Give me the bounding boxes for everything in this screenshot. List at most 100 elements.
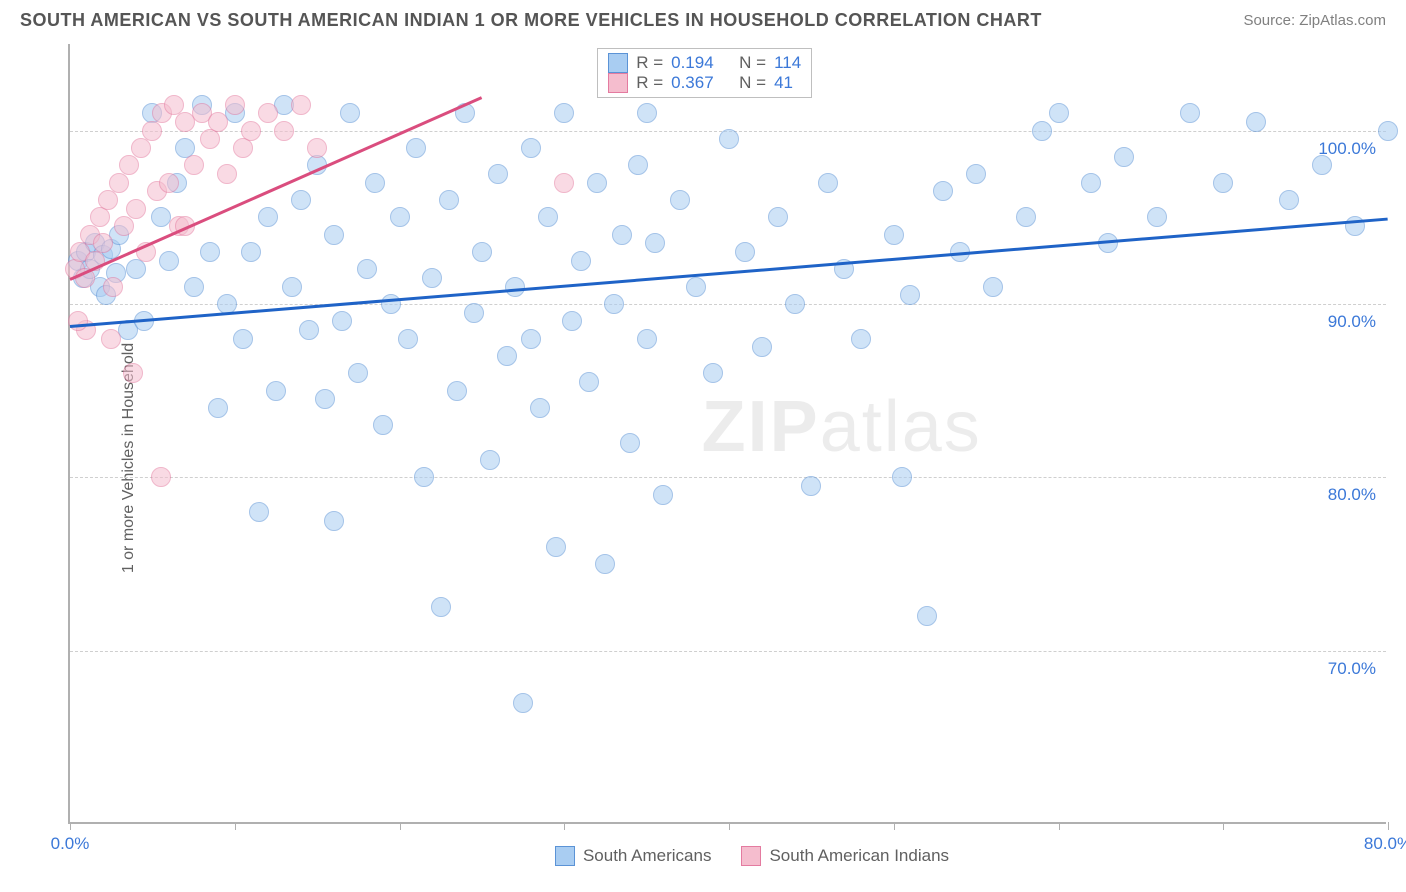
data-point (530, 398, 550, 418)
data-point (217, 164, 237, 184)
data-point (123, 363, 143, 383)
data-point (282, 277, 302, 297)
r-value: 0.367 (671, 73, 714, 93)
data-point (801, 476, 821, 496)
data-point (785, 294, 805, 314)
data-point (233, 329, 253, 349)
data-point (274, 121, 294, 141)
data-point (103, 277, 123, 297)
data-point (357, 259, 377, 279)
legend-swatch (608, 53, 628, 73)
data-point (258, 207, 278, 227)
data-point (637, 103, 657, 123)
data-point (332, 311, 352, 331)
data-point (653, 485, 673, 505)
data-point (184, 277, 204, 297)
x-tick-label: 0.0% (51, 834, 90, 854)
data-point (900, 285, 920, 305)
data-point (1016, 207, 1036, 227)
data-point (390, 207, 410, 227)
r-value: 0.194 (671, 53, 714, 73)
data-point (142, 121, 162, 141)
data-point (422, 268, 442, 288)
data-point (818, 173, 838, 193)
y-tick-label: 80.0% (1328, 485, 1376, 505)
data-point (93, 233, 113, 253)
data-point (1378, 121, 1398, 141)
gridline (70, 477, 1386, 478)
data-point (90, 207, 110, 227)
data-point (324, 511, 344, 531)
data-point (241, 121, 261, 141)
x-tick (564, 822, 565, 830)
data-point (686, 277, 706, 297)
x-tick (70, 822, 71, 830)
data-point (241, 242, 261, 262)
data-point (184, 155, 204, 175)
data-point (983, 277, 1003, 297)
data-point (579, 372, 599, 392)
chart-container: 1 or more Vehicles in Household ZIPatlas… (20, 44, 1386, 872)
x-tick (1223, 822, 1224, 830)
data-point (348, 363, 368, 383)
data-point (398, 329, 418, 349)
legend-label: South American Indians (769, 846, 949, 866)
data-point (562, 311, 582, 331)
data-point (571, 251, 591, 271)
series-legend: South Americans South American Indians (118, 846, 1386, 866)
data-point (1032, 121, 1052, 141)
data-point (381, 294, 401, 314)
chart-title: SOUTH AMERICAN VS SOUTH AMERICAN INDIAN … (20, 10, 1042, 31)
data-point (200, 129, 220, 149)
correlation-legend: R =0.194 N = 114R =0.367 N = 41 (597, 48, 812, 98)
data-point (505, 277, 525, 297)
data-point (151, 207, 171, 227)
data-point (752, 337, 772, 357)
data-point (98, 190, 118, 210)
x-tick (729, 822, 730, 830)
data-point (480, 450, 500, 470)
data-point (299, 320, 319, 340)
data-point (208, 398, 228, 418)
data-point (612, 225, 632, 245)
trend-line (70, 217, 1388, 327)
data-point (373, 415, 393, 435)
data-point (258, 103, 278, 123)
data-point (414, 467, 434, 487)
data-point (645, 233, 665, 253)
data-point (735, 242, 755, 262)
data-point (1147, 207, 1167, 227)
data-point (488, 164, 508, 184)
data-point (1312, 155, 1332, 175)
n-value: 114 (774, 53, 801, 73)
data-point (719, 129, 739, 149)
legend-swatch (555, 846, 575, 866)
data-point (114, 216, 134, 236)
data-point (159, 173, 179, 193)
data-point (628, 155, 648, 175)
data-point (1081, 173, 1101, 193)
data-point (966, 164, 986, 184)
y-tick-label: 90.0% (1328, 312, 1376, 332)
data-point (546, 537, 566, 557)
data-point (68, 311, 88, 331)
x-tick (1388, 822, 1389, 830)
legend-swatch (741, 846, 761, 866)
data-point (447, 381, 467, 401)
data-point (365, 173, 385, 193)
data-point (1180, 103, 1200, 123)
data-point (521, 329, 541, 349)
source-attribution: Source: ZipAtlas.com (1243, 12, 1386, 29)
data-point (315, 389, 335, 409)
legend-item: South Americans (555, 846, 712, 866)
data-point (1246, 112, 1266, 132)
x-tick (235, 822, 236, 830)
data-point (670, 190, 690, 210)
data-point (151, 467, 171, 487)
data-point (595, 554, 615, 574)
data-point (1279, 190, 1299, 210)
data-point (200, 242, 220, 262)
data-point (884, 225, 904, 245)
data-point (768, 207, 788, 227)
gridline (70, 304, 1386, 305)
